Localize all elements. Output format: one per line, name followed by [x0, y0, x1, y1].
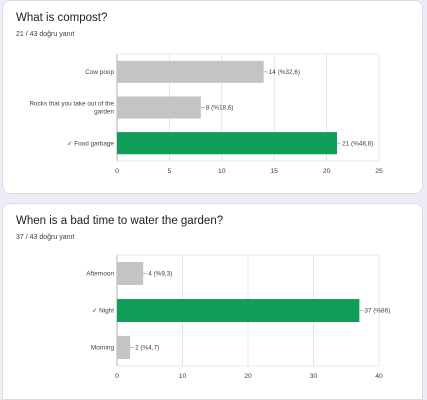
- category-label: ✓ Night: [92, 308, 114, 315]
- x-tick-label: 0: [115, 373, 119, 380]
- data-label: 4 (%9,3): [148, 271, 172, 278]
- x-tick-label: 0: [115, 168, 119, 175]
- data-label: 37 (%86): [364, 308, 390, 315]
- data-label: 14 (%32,6): [269, 69, 300, 76]
- data-label: 21 (%48,8): [342, 140, 373, 147]
- category-label: Afternoon: [86, 271, 114, 278]
- x-tick-label: 5: [168, 168, 172, 175]
- correct-answers-count: 37 / 43 doğru yanıt: [16, 234, 75, 241]
- data-label: 2 (%4,7): [135, 345, 159, 352]
- x-tick-label: 20: [323, 168, 331, 175]
- bar: [117, 60, 264, 83]
- category-label: Rocks that you take out of the garden: [29, 101, 114, 116]
- data-label: 8 (%18,6): [206, 105, 234, 112]
- bar: [117, 262, 144, 285]
- x-tick-label: 10: [218, 168, 226, 175]
- x-tick-label: 25: [375, 168, 383, 175]
- question-title: When is a bad time to water the garden?: [16, 215, 224, 227]
- category-label: ✓ Food garbage: [67, 140, 114, 147]
- correct-answers-count: 21 / 43 doğru yanıt: [16, 31, 75, 38]
- x-tick-label: 20: [244, 373, 252, 380]
- category-label: Morning: [91, 345, 115, 352]
- bar: [117, 132, 338, 155]
- x-tick-label: 30: [310, 373, 318, 380]
- bar: [117, 299, 360, 322]
- x-tick-label: 40: [375, 373, 383, 380]
- x-tick-label: 10: [179, 373, 187, 380]
- x-tick-label: 15: [270, 168, 278, 175]
- bar: [117, 96, 201, 119]
- question-title: What is compost?: [16, 12, 108, 24]
- question-card-1: What is compost? 21 / 43 doğru yanıt: [2, 0, 423, 194]
- bar: [117, 336, 131, 359]
- category-label: Cow poop: [85, 69, 114, 76]
